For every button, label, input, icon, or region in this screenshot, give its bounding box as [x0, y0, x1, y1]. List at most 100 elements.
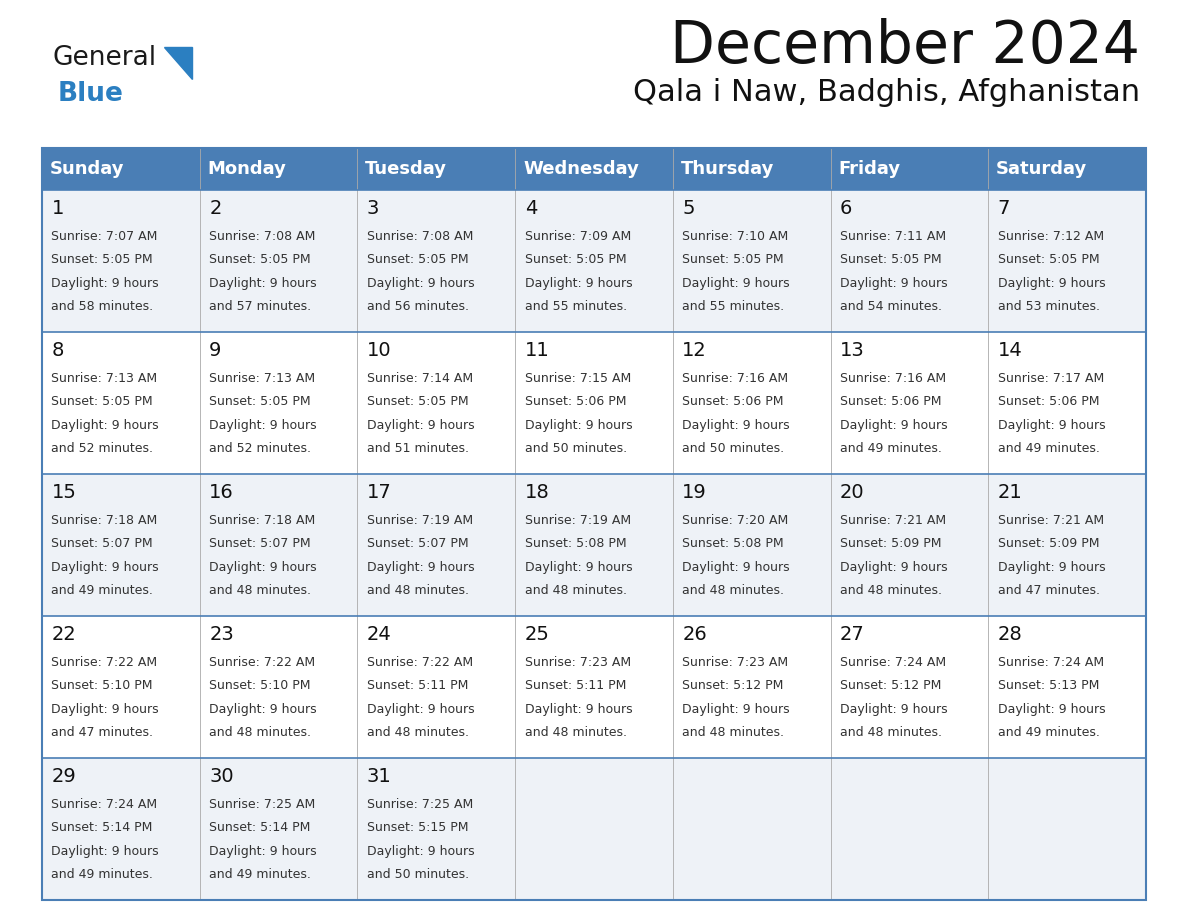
Text: Sunrise: 7:07 AM: Sunrise: 7:07 AM — [51, 230, 158, 242]
Text: 17: 17 — [367, 483, 392, 501]
Text: Sunset: 5:08 PM: Sunset: 5:08 PM — [682, 537, 784, 550]
Text: Sunrise: 7:22 AM: Sunrise: 7:22 AM — [209, 655, 315, 668]
Text: Sunset: 5:05 PM: Sunset: 5:05 PM — [367, 395, 468, 409]
Text: Sunrise: 7:10 AM: Sunrise: 7:10 AM — [682, 230, 789, 242]
Text: Sunset: 5:07 PM: Sunset: 5:07 PM — [51, 537, 153, 550]
Text: 27: 27 — [840, 624, 865, 644]
Text: Daylight: 9 hours: Daylight: 9 hours — [367, 276, 474, 289]
Text: Sunrise: 7:08 AM: Sunrise: 7:08 AM — [209, 230, 316, 242]
Text: and 49 minutes.: and 49 minutes. — [51, 868, 153, 881]
Text: 11: 11 — [525, 341, 549, 360]
Text: 15: 15 — [51, 483, 76, 501]
Text: 7: 7 — [998, 198, 1010, 218]
Text: Sunrise: 7:17 AM: Sunrise: 7:17 AM — [998, 372, 1104, 385]
Text: Sunset: 5:06 PM: Sunset: 5:06 PM — [682, 395, 784, 409]
Text: 31: 31 — [367, 767, 392, 786]
Text: Sunset: 5:12 PM: Sunset: 5:12 PM — [682, 679, 784, 692]
Text: and 50 minutes.: and 50 minutes. — [367, 868, 469, 881]
Text: Sunset: 5:09 PM: Sunset: 5:09 PM — [998, 537, 1099, 550]
Text: Sunset: 5:05 PM: Sunset: 5:05 PM — [367, 253, 468, 266]
Text: Sunrise: 7:22 AM: Sunrise: 7:22 AM — [51, 655, 158, 668]
Text: Sunset: 5:05 PM: Sunset: 5:05 PM — [682, 253, 784, 266]
Text: and 58 minutes.: and 58 minutes. — [51, 300, 153, 313]
Text: Sunrise: 7:19 AM: Sunrise: 7:19 AM — [367, 514, 473, 527]
Text: Daylight: 9 hours: Daylight: 9 hours — [209, 702, 317, 716]
Text: and 57 minutes.: and 57 minutes. — [209, 300, 311, 313]
Text: Sunset: 5:06 PM: Sunset: 5:06 PM — [998, 395, 1099, 409]
Text: Daylight: 9 hours: Daylight: 9 hours — [51, 845, 159, 857]
Text: 5: 5 — [682, 198, 695, 218]
Text: Sunset: 5:05 PM: Sunset: 5:05 PM — [840, 253, 942, 266]
Text: Sunrise: 7:23 AM: Sunrise: 7:23 AM — [682, 655, 789, 668]
Text: Daylight: 9 hours: Daylight: 9 hours — [367, 702, 474, 716]
Text: and 52 minutes.: and 52 minutes. — [209, 442, 311, 455]
Text: Daylight: 9 hours: Daylight: 9 hours — [525, 419, 632, 431]
Text: Saturday: Saturday — [997, 160, 1087, 178]
Text: Daylight: 9 hours: Daylight: 9 hours — [209, 561, 317, 574]
Text: 26: 26 — [682, 624, 707, 644]
Text: Daylight: 9 hours: Daylight: 9 hours — [840, 702, 948, 716]
Text: Sunrise: 7:25 AM: Sunrise: 7:25 AM — [209, 798, 316, 811]
Text: Sunrise: 7:21 AM: Sunrise: 7:21 AM — [998, 514, 1104, 527]
Text: Sunset: 5:07 PM: Sunset: 5:07 PM — [367, 537, 468, 550]
Text: 4: 4 — [525, 198, 537, 218]
Text: 9: 9 — [209, 341, 221, 360]
Text: Daylight: 9 hours: Daylight: 9 hours — [209, 276, 317, 289]
Text: and 48 minutes.: and 48 minutes. — [367, 584, 469, 597]
Text: Daylight: 9 hours: Daylight: 9 hours — [367, 845, 474, 857]
Text: Thursday: Thursday — [681, 160, 775, 178]
Bar — [42, 148, 1146, 900]
Text: 8: 8 — [51, 341, 64, 360]
Text: and 48 minutes.: and 48 minutes. — [209, 584, 311, 597]
Text: and 49 minutes.: and 49 minutes. — [209, 868, 311, 881]
Text: Sunrise: 7:21 AM: Sunrise: 7:21 AM — [840, 514, 946, 527]
Text: and 56 minutes.: and 56 minutes. — [367, 300, 469, 313]
Text: 1: 1 — [51, 198, 64, 218]
Text: and 51 minutes.: and 51 minutes. — [367, 442, 469, 455]
Text: Sunset: 5:11 PM: Sunset: 5:11 PM — [525, 679, 626, 692]
Text: Daylight: 9 hours: Daylight: 9 hours — [51, 419, 159, 431]
Text: and 54 minutes.: and 54 minutes. — [840, 300, 942, 313]
Text: Friday: Friday — [839, 160, 901, 178]
Text: and 53 minutes.: and 53 minutes. — [998, 300, 1100, 313]
Text: and 55 minutes.: and 55 minutes. — [525, 300, 627, 313]
Text: Daylight: 9 hours: Daylight: 9 hours — [525, 561, 632, 574]
Text: 23: 23 — [209, 624, 234, 644]
Bar — [42, 190, 1146, 332]
Text: December 2024: December 2024 — [670, 18, 1140, 75]
Text: Daylight: 9 hours: Daylight: 9 hours — [51, 702, 159, 716]
Text: Daylight: 9 hours: Daylight: 9 hours — [209, 419, 317, 431]
Text: Sunset: 5:14 PM: Sunset: 5:14 PM — [51, 822, 153, 834]
Text: Tuesday: Tuesday — [366, 160, 448, 178]
Text: 14: 14 — [998, 341, 1023, 360]
Text: Sunrise: 7:13 AM: Sunrise: 7:13 AM — [51, 372, 158, 385]
Text: Daylight: 9 hours: Daylight: 9 hours — [367, 561, 474, 574]
Text: 30: 30 — [209, 767, 234, 786]
Text: Sunrise: 7:23 AM: Sunrise: 7:23 AM — [525, 655, 631, 668]
Text: 13: 13 — [840, 341, 865, 360]
Text: Sunset: 5:13 PM: Sunset: 5:13 PM — [998, 679, 1099, 692]
Text: Sunrise: 7:13 AM: Sunrise: 7:13 AM — [209, 372, 315, 385]
Text: Daylight: 9 hours: Daylight: 9 hours — [682, 702, 790, 716]
Text: Sunrise: 7:12 AM: Sunrise: 7:12 AM — [998, 230, 1104, 242]
Bar — [42, 616, 1146, 758]
Text: Sunset: 5:05 PM: Sunset: 5:05 PM — [209, 253, 311, 266]
Text: and 48 minutes.: and 48 minutes. — [367, 726, 469, 739]
Text: Daylight: 9 hours: Daylight: 9 hours — [998, 276, 1105, 289]
Text: Sunset: 5:07 PM: Sunset: 5:07 PM — [209, 537, 311, 550]
Text: and 50 minutes.: and 50 minutes. — [682, 442, 784, 455]
Text: 19: 19 — [682, 483, 707, 501]
Bar — [42, 332, 1146, 474]
Text: Sunset: 5:08 PM: Sunset: 5:08 PM — [525, 537, 626, 550]
Text: Sunrise: 7:19 AM: Sunrise: 7:19 AM — [525, 514, 631, 527]
Text: Daylight: 9 hours: Daylight: 9 hours — [209, 845, 317, 857]
Text: and 48 minutes.: and 48 minutes. — [209, 726, 311, 739]
Text: Daylight: 9 hours: Daylight: 9 hours — [682, 419, 790, 431]
Text: and 47 minutes.: and 47 minutes. — [51, 726, 153, 739]
Text: Sunrise: 7:16 AM: Sunrise: 7:16 AM — [840, 372, 946, 385]
Text: Sunset: 5:10 PM: Sunset: 5:10 PM — [51, 679, 153, 692]
Text: Sunrise: 7:22 AM: Sunrise: 7:22 AM — [367, 655, 473, 668]
Polygon shape — [164, 47, 192, 79]
Text: and 49 minutes.: and 49 minutes. — [840, 442, 942, 455]
Text: 18: 18 — [525, 483, 549, 501]
